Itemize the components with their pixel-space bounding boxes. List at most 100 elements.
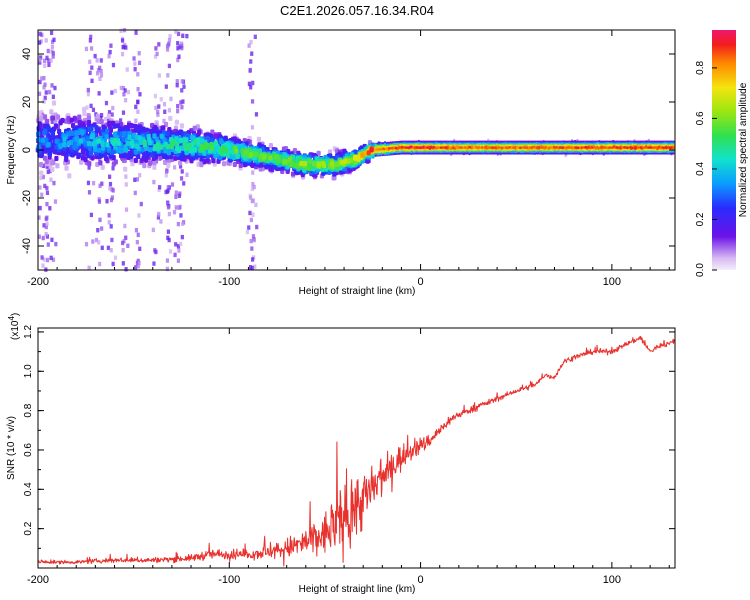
spectrogram-cell bbox=[661, 140, 665, 144]
spectrogram-noise-cell bbox=[249, 59, 253, 64]
spectrogram-noise-cell bbox=[121, 44, 125, 50]
spectrogram-cell bbox=[555, 150, 558, 153]
spectrogram-noise-cell bbox=[96, 228, 100, 233]
spectrogram-noise-cell bbox=[165, 47, 170, 52]
spectrogram-noise-cell bbox=[159, 219, 163, 224]
spectrogram-cell bbox=[412, 140, 415, 144]
spectrogram-cell bbox=[670, 152, 673, 155]
spectrogram-noise-cell bbox=[179, 100, 183, 105]
spectrogram-noise-cell bbox=[48, 89, 52, 95]
snr-x-label: Height of straight line (km) bbox=[299, 584, 416, 595]
spectrogram-noise-cell bbox=[108, 49, 112, 55]
spectrogram-noise-cell bbox=[250, 257, 255, 262]
spectrogram-noise-cell bbox=[99, 68, 103, 74]
spectrogram-noise-cell bbox=[251, 170, 255, 175]
spectrogram-noise-cell bbox=[121, 110, 126, 115]
spectrogram-noise-cell bbox=[156, 112, 160, 117]
snr-y-tick-label: 0.6 bbox=[23, 443, 34, 457]
spectrogram-cell bbox=[42, 130, 47, 136]
spectrogram-cell bbox=[529, 140, 532, 144]
spectrogram-noise-cell bbox=[87, 265, 91, 271]
spectrogram-noise-cell bbox=[175, 83, 179, 88]
spectrogram-noise-cell bbox=[133, 61, 137, 66]
spectrogram-cell bbox=[127, 134, 132, 140]
spectrogram-noise-cell bbox=[121, 247, 125, 253]
spectrogram-noise-cell bbox=[166, 185, 170, 190]
spectrogram-cell bbox=[463, 152, 467, 155]
spectrogram-cell bbox=[431, 146, 434, 149]
spectrogram-cell bbox=[422, 140, 425, 144]
spectrogram-cell bbox=[580, 140, 584, 144]
spectrogram-cell bbox=[654, 140, 658, 144]
spectrogram-noise-cell bbox=[42, 223, 46, 228]
spectrogram-cell bbox=[232, 161, 237, 168]
spectrogram-noise-cell bbox=[178, 191, 182, 196]
spectrogram-cell bbox=[491, 146, 494, 150]
spectrogram-noise-cell bbox=[134, 228, 139, 233]
spectrogram-noise-cell bbox=[106, 245, 110, 251]
spectrogram-noise-cell bbox=[181, 99, 185, 104]
spectrogram-noise-cell bbox=[135, 260, 140, 266]
spectrogram-cell bbox=[96, 147, 102, 153]
spectrogram-cell bbox=[608, 150, 611, 153]
spectrogram-noise-cell bbox=[42, 257, 46, 262]
spectrogram-cell bbox=[104, 128, 110, 134]
spectrogram-noise-cell bbox=[133, 177, 137, 182]
spectrogram-cell bbox=[486, 140, 489, 144]
spectrogram-cell bbox=[422, 146, 425, 149]
spectrogram-cell bbox=[112, 148, 117, 155]
spectrogram-noise-cell bbox=[88, 70, 92, 76]
spectrogram-noise-cell bbox=[121, 85, 126, 91]
spectrogram-cell bbox=[642, 146, 646, 149]
spectrogram-noise-cell bbox=[45, 215, 49, 220]
spectrogram-cell bbox=[542, 146, 546, 149]
spectrogram-cell bbox=[635, 152, 639, 155]
spectrogram-cell bbox=[282, 159, 287, 165]
spectrogram-cell bbox=[541, 146, 544, 149]
spectrogram-noise-cell bbox=[249, 217, 253, 223]
spectrogram-cell bbox=[424, 146, 427, 149]
spectrogram-noise-cell bbox=[45, 55, 49, 61]
spectrogram-cell bbox=[561, 144, 565, 147]
spectrogram-x-tick-label: 100 bbox=[603, 276, 621, 288]
spectrogram-x-tick-label: 0 bbox=[418, 276, 424, 288]
spectrogram-cell bbox=[644, 148, 647, 151]
spectrogram-cell bbox=[314, 156, 319, 162]
spectrogram-cell bbox=[417, 144, 420, 147]
spectrogram-cell bbox=[622, 148, 625, 151]
spectrogram-cell bbox=[101, 145, 106, 151]
spectrogram-cell bbox=[262, 153, 267, 160]
spectrogram-noise-cell bbox=[249, 238, 253, 244]
spectrogram-noise-cell bbox=[159, 97, 163, 102]
spectrogram-cell bbox=[668, 146, 672, 149]
spectrogram-cell bbox=[510, 146, 513, 149]
spectrogram-cell bbox=[480, 146, 484, 149]
spectrogram-cell bbox=[58, 144, 63, 150]
spectrogram-noise-cell bbox=[124, 45, 128, 50]
spectrogram-noise-cell bbox=[162, 102, 167, 107]
spectrogram-cell bbox=[520, 140, 523, 144]
spectrogram-noise-cell bbox=[255, 224, 259, 230]
spectrogram-noise-cell bbox=[41, 174, 45, 180]
snr-frame bbox=[37, 327, 676, 569]
spectrogram-cell bbox=[656, 140, 659, 144]
spectrogram-cell bbox=[87, 126, 92, 132]
spectrogram-cell bbox=[413, 140, 417, 144]
spectrogram-noise-cell bbox=[174, 194, 178, 200]
spectrogram-noise-cell bbox=[135, 240, 139, 245]
spectrogram-noise-cell bbox=[104, 116, 108, 122]
colorbar-label: Normalized spectral amplitude bbox=[738, 82, 749, 217]
spectrogram-noise-cell bbox=[95, 71, 100, 76]
spectrogram-noise-cell bbox=[176, 104, 180, 109]
spectrogram-cell bbox=[183, 137, 188, 143]
spectrogram-cell bbox=[353, 155, 358, 161]
spectrogram-cell bbox=[437, 148, 440, 151]
spectrogram-noise-cell bbox=[173, 165, 177, 170]
spectrogram-cell bbox=[653, 140, 656, 144]
spectrogram-cell bbox=[625, 152, 628, 155]
spectrogram-cell bbox=[137, 135, 142, 141]
spectrogram-cell bbox=[391, 147, 394, 150]
spectrogram-cell bbox=[387, 146, 391, 150]
spectrogram-noise-cell bbox=[44, 38, 48, 43]
spectrogram-cell bbox=[474, 152, 477, 155]
